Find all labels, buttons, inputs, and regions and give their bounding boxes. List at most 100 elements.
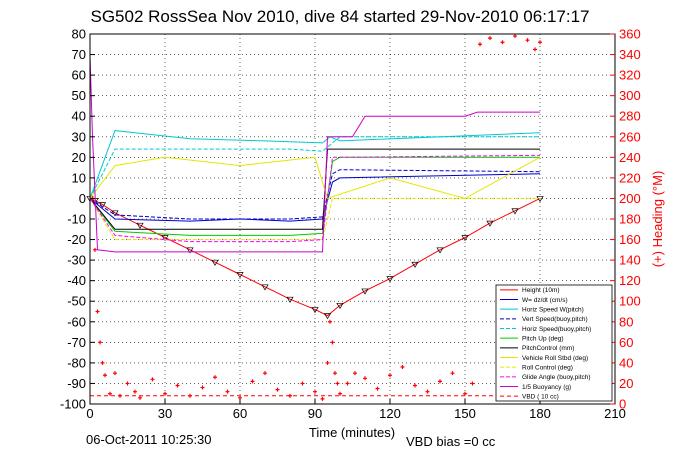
- heading-point: [338, 391, 342, 396]
- y2-tick-label: 340: [619, 47, 641, 62]
- height-marker: [511, 208, 519, 215]
- series-line: [89, 156, 541, 200]
- series-layer: [86, 54, 544, 397]
- legend-label: Horiz Speed W(pitch): [522, 306, 584, 313]
- legend-label: Vehicle Roll Stbd (deg): [522, 355, 588, 362]
- heading-point: [330, 340, 335, 345]
- y2-tick-label: 180: [619, 212, 641, 227]
- vbd-bias-note: VBD bias =0 cc: [406, 434, 496, 449]
- heading-point: [100, 360, 105, 365]
- y2-tick-label: 120: [619, 273, 641, 288]
- heading-point: [345, 381, 350, 386]
- height-marker: [336, 302, 344, 310]
- heading-point: [400, 365, 405, 369]
- legend-label: PitchControl (mm): [522, 345, 574, 352]
- y-tick-label: -40: [67, 273, 86, 288]
- heading-series: [90, 34, 542, 401]
- heading-point: [538, 40, 542, 45]
- height-marker: [411, 261, 419, 268]
- y-tick-label: 60: [72, 68, 86, 83]
- legend-label: Vert Speed(buoy,pitch): [522, 316, 588, 323]
- heading-point: [263, 371, 267, 376]
- height-marker: [386, 276, 394, 283]
- y2-tick-label: 20: [619, 376, 633, 391]
- y2-tick-label: 280: [619, 109, 641, 124]
- x-tick-label: 0: [86, 406, 93, 421]
- y2-tick-label: 140: [619, 253, 641, 268]
- heading-point: [113, 371, 117, 376]
- x-tick-label: 30: [158, 406, 172, 421]
- heading-point: [138, 395, 142, 400]
- x-tick-label: 90: [308, 406, 322, 421]
- heading-point: [335, 381, 340, 386]
- heading-point: [478, 42, 482, 47]
- heading-point: [438, 379, 442, 384]
- y2-axis-label: (+) Heading (°M): [650, 171, 665, 268]
- legend-box: [495, 284, 613, 402]
- heading-point: [163, 391, 167, 396]
- heading-point: [413, 383, 417, 388]
- series-line: [89, 130, 541, 199]
- y-tick-label: 0: [79, 191, 86, 206]
- y2-tick-label: 40: [619, 355, 633, 370]
- x-tick-label: 60: [233, 406, 247, 421]
- height-marker: [361, 288, 369, 295]
- heading-point: [513, 34, 517, 39]
- x-tick-label: 180: [529, 406, 551, 421]
- height-marker: [436, 247, 444, 254]
- series-line: [89, 156, 540, 236]
- heading-point: [450, 371, 455, 376]
- y-tick-label: 10: [72, 170, 86, 185]
- y2-tick-label: 80: [619, 314, 633, 329]
- legend-label: Roll Control (deg): [522, 364, 573, 371]
- series-line: [89, 173, 541, 222]
- heading-point: [200, 385, 205, 390]
- height-marker: [286, 296, 294, 303]
- height-marker: [186, 247, 194, 254]
- y-tick-label: -80: [67, 355, 86, 370]
- y-tick-label: 70: [72, 47, 86, 62]
- legend: Height (10m) W= dz/dt (cm/s) Horiz Speed W…: [495, 284, 613, 402]
- heading-point: [103, 373, 107, 378]
- y-tick-label: -60: [67, 314, 86, 329]
- heading-point: [320, 396, 325, 401]
- chart-title: SG502 RossSea Nov 2010, dive 84 started …: [91, 7, 590, 26]
- series-line: [89, 148, 540, 230]
- y2-axis-ticks: 0 20 40 60 80 100 120 140 160 180 200 220 240 260 280 3…: [610, 27, 641, 412]
- legend-label: Horiz Speed(buoy,pitch): [522, 326, 591, 333]
- y2-tick-label: 320: [619, 68, 641, 83]
- legend-label: Glide Angle (buoy,pitch): [522, 374, 591, 381]
- heading-point: [133, 389, 137, 394]
- heading-point: [525, 38, 530, 43]
- height-marker: [211, 259, 219, 266]
- heading-point: [225, 389, 230, 394]
- x-tick-label: 210: [604, 406, 626, 421]
- heading-point: [93, 247, 97, 252]
- y2-tick-label: 200: [619, 191, 641, 206]
- x-axis-ticks: 0 30 60 90 120 150 180 210: [86, 399, 626, 421]
- heading-point: [175, 383, 180, 388]
- y2-tick-label: 220: [619, 170, 641, 185]
- heading-point: [275, 387, 280, 392]
- height-marker: [536, 196, 544, 203]
- heading-point: [313, 389, 317, 394]
- heading-point: [150, 377, 155, 382]
- heading-point: [328, 319, 332, 324]
- heading-point: [388, 373, 392, 378]
- y-tick-label: 50: [72, 88, 86, 103]
- series-line: [89, 154, 541, 243]
- y-tick-label: -70: [67, 335, 86, 350]
- height-marker: [136, 222, 144, 229]
- heading-point: [363, 376, 367, 381]
- legend-label: Height (10m): [522, 287, 560, 294]
- height-marker: [486, 220, 494, 227]
- height-marker: [161, 235, 169, 242]
- heading-point: [300, 381, 305, 386]
- heading-point: [333, 371, 337, 376]
- series-line: [89, 54, 540, 253]
- y-tick-label: 40: [72, 109, 86, 124]
- height-marker: [236, 272, 244, 279]
- heading-point: [533, 47, 537, 52]
- x-axis-label: Time (minutes): [309, 425, 395, 440]
